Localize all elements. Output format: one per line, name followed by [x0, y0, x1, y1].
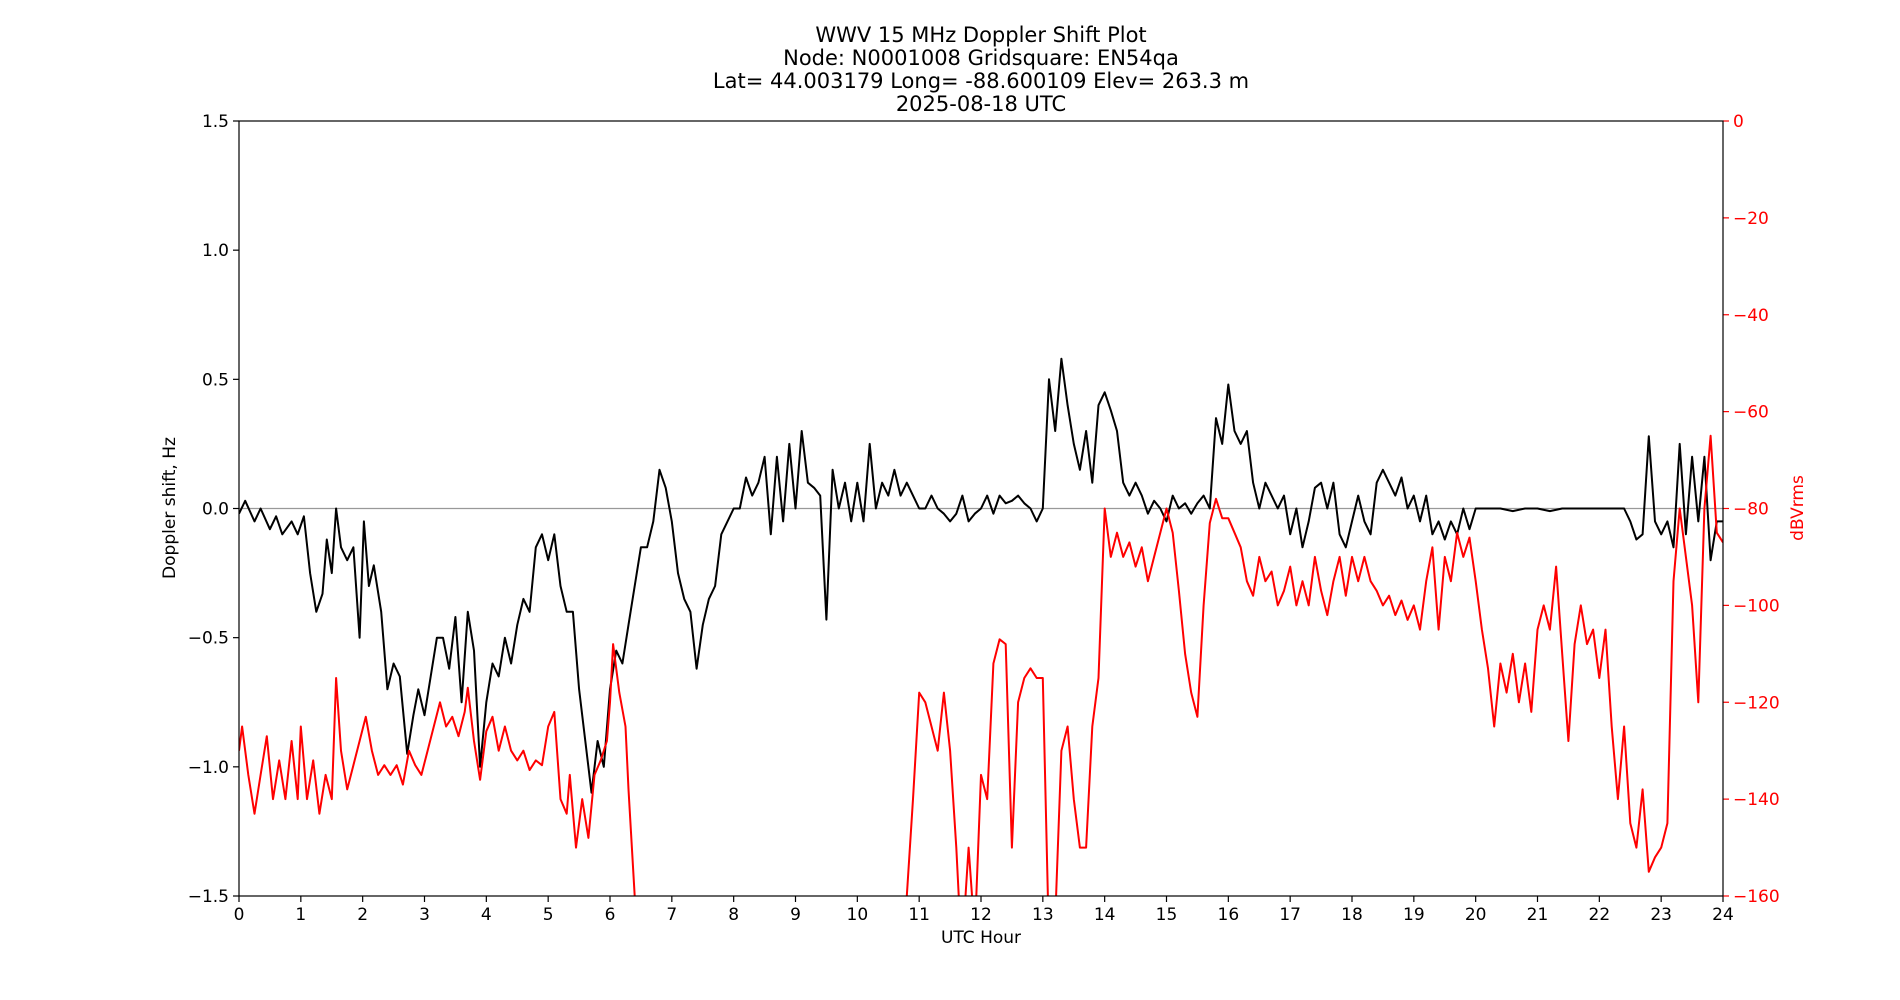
- title-line-3: Lat= 44.003179 Long= -88.600109 Elev= 26…: [713, 69, 1249, 93]
- x-tick-label: 7: [666, 905, 677, 925]
- y2-tick-label: −80: [1733, 500, 1769, 520]
- y-tick-label: −1.5: [188, 887, 229, 907]
- x-tick-label: 15: [1156, 905, 1178, 925]
- doppler-shift-line: [239, 357, 1723, 794]
- y2-axis-label: dBVrms: [1788, 475, 1808, 541]
- x-tick-label: 16: [1218, 905, 1240, 925]
- x-tick-label: 0: [234, 905, 245, 925]
- y-tick-label: 1.5: [202, 112, 229, 132]
- y2-tick-label: −160: [1733, 887, 1780, 907]
- y2-tick-label: −40: [1733, 306, 1769, 326]
- x-tick-label: 21: [1527, 905, 1549, 925]
- x-axis-label: UTC Hour: [941, 928, 1021, 948]
- x-tick-label: 20: [1465, 905, 1487, 925]
- y2-tick-label: 0: [1733, 112, 1744, 132]
- y2-tick-label: −140: [1733, 790, 1780, 810]
- x-tick-label: 9: [790, 905, 801, 925]
- x-tick-label: 13: [1032, 905, 1054, 925]
- title-line-1: WWV 15 MHz Doppler Shift Plot: [815, 23, 1146, 47]
- x-tick-label: 8: [728, 905, 739, 925]
- y-axis-ticks: −1.5 −1.0 −0.5 0.0 0.5 1.0 1.5: [188, 112, 239, 907]
- x-tick-label: 12: [970, 905, 992, 925]
- x-tick-label: 4: [481, 905, 492, 925]
- x-tick-label: 5: [543, 905, 554, 925]
- y-axis-label: Doppler shift, Hz: [160, 437, 180, 579]
- x-axis-ticks: 0 1 2 3 4 5 6 7 8 9 10 11 12 13 14 15 16 17 18 19 20 21 22 23 24: [234, 896, 1734, 925]
- y2-tick-label: −120: [1733, 693, 1780, 713]
- x-tick-label: 18: [1341, 905, 1363, 925]
- y-tick-label: 1.0: [202, 241, 229, 261]
- x-tick-label: 17: [1279, 905, 1301, 925]
- x-tick-label: 23: [1650, 905, 1672, 925]
- title-line-4: 2025-08-18 UTC: [896, 92, 1066, 116]
- chart-title: WWV 15 MHz Doppler Shift Plot Node: N000…: [713, 23, 1249, 116]
- y-tick-label: −0.5: [188, 629, 229, 649]
- x-tick-label: 1: [295, 905, 306, 925]
- y-tick-label: −1.0: [188, 758, 229, 778]
- x-tick-label: 2: [357, 905, 368, 925]
- x-tick-label: 10: [847, 905, 869, 925]
- y2-tick-label: −100: [1733, 596, 1780, 616]
- y2-tick-label: −60: [1733, 403, 1769, 423]
- x-tick-label: 19: [1403, 905, 1425, 925]
- x-tick-label: 22: [1589, 905, 1611, 925]
- y2-tick-label: −20: [1733, 209, 1769, 229]
- plot-frame: [238, 120, 1724, 897]
- x-tick-label: 14: [1094, 905, 1116, 925]
- y2-axis-ticks: −160 −140 −120 −100 −80 −60 −40 −20 0: [1723, 112, 1780, 907]
- title-line-2: Node: N0001008 Gridsquare: EN54qa: [783, 46, 1179, 70]
- x-tick-label: 24: [1712, 905, 1734, 925]
- x-tick-label: 6: [605, 905, 616, 925]
- y-tick-label: 0.0: [202, 500, 229, 520]
- x-tick-label: 11: [908, 905, 930, 925]
- x-tick-label: 3: [419, 905, 430, 925]
- signal-power-line: [239, 434, 1723, 896]
- y-tick-label: 0.5: [202, 370, 229, 390]
